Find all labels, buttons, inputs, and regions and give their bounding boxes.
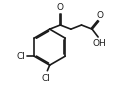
Text: Cl: Cl <box>42 74 50 83</box>
Text: O: O <box>57 3 64 12</box>
Text: O: O <box>97 11 104 20</box>
Text: OH: OH <box>92 39 106 48</box>
Text: Cl: Cl <box>17 52 26 61</box>
